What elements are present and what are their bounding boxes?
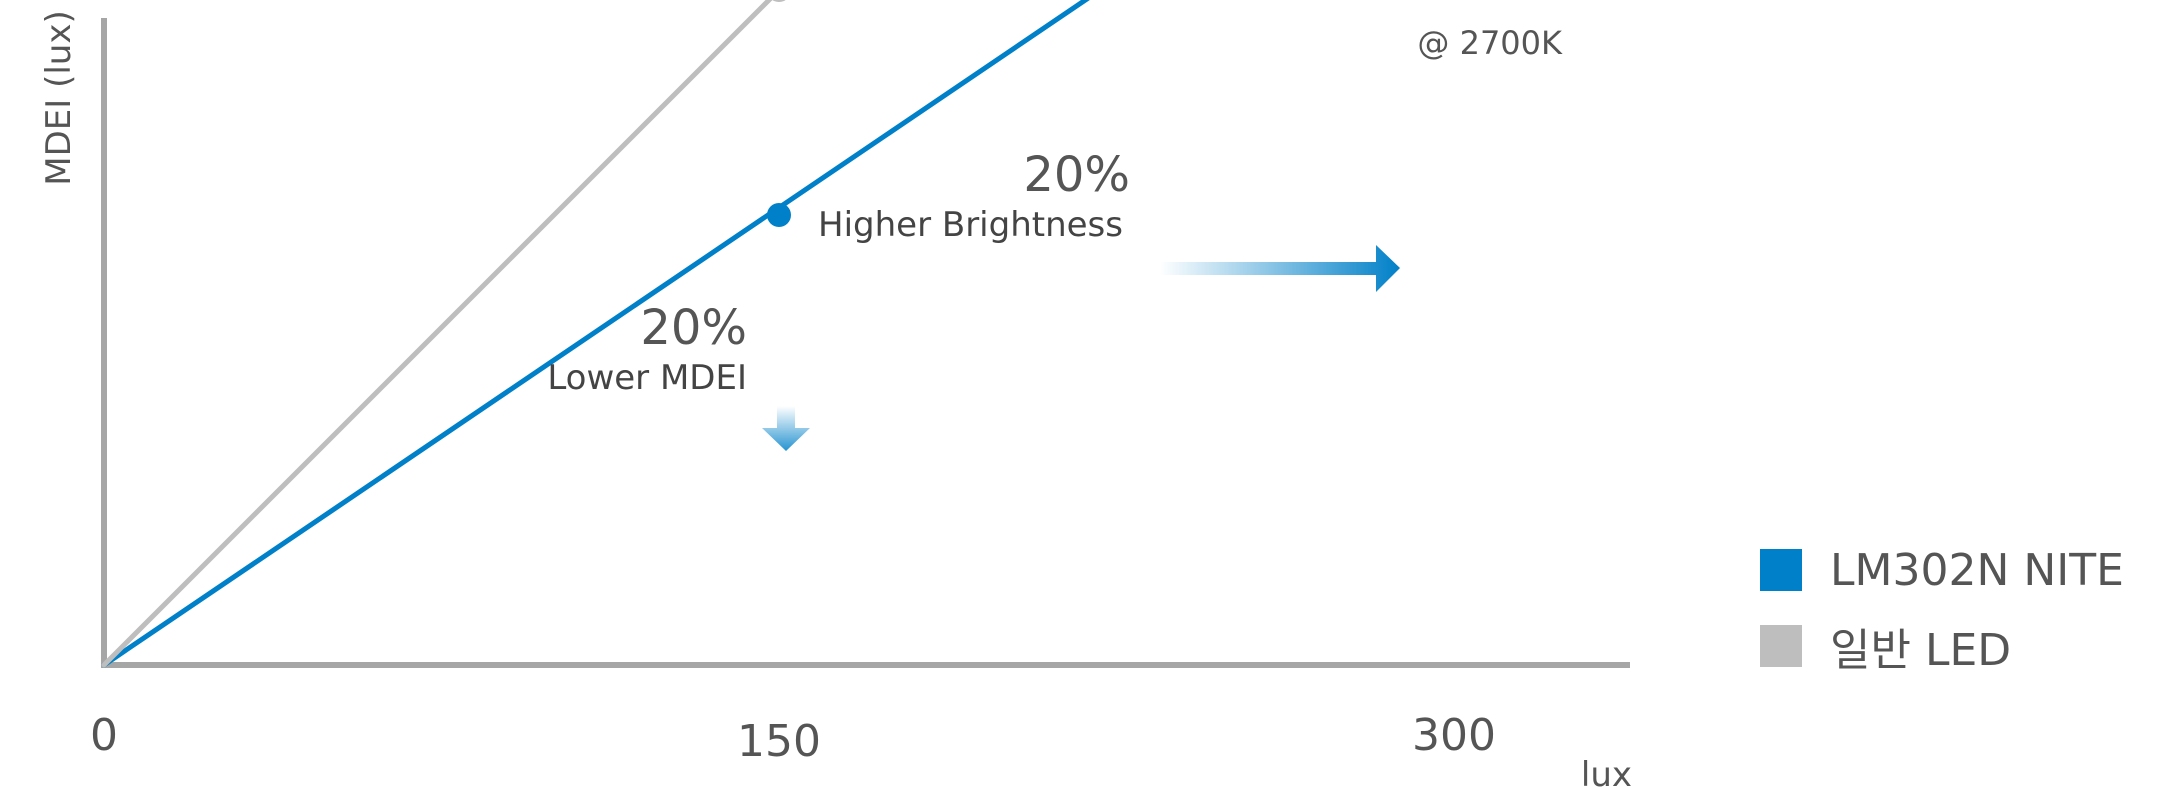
data-point-marker (767, 203, 791, 227)
legend-label: 일반 LED (1830, 625, 2012, 676)
arrow-down-icon (762, 406, 810, 451)
legend-item-lm302n-nite: LM302N NITE (1760, 544, 2124, 596)
annotation-text-higher-brightness: Higher Brightness (818, 205, 1123, 245)
legend-label: LM302N NITE (1830, 544, 2124, 596)
x-tick-label: 0 (90, 710, 118, 761)
x-tick-label: 150 (737, 716, 821, 767)
data-point-marker (772, 0, 786, 2)
legend-item-general-led: 일반 LED (1760, 621, 2124, 676)
annotation-text-lower-mdei: Lower MDEI (547, 358, 747, 398)
annotation-percent-lower: 20% (640, 300, 747, 356)
x-axis-title: lux (1581, 755, 1632, 787)
legend-swatch (1760, 625, 1802, 667)
legend-swatch (1760, 549, 1802, 591)
legend: LM302N NITE 일반 LED (1760, 545, 2124, 697)
series-line-general-led (101, 0, 773, 668)
x-tick-label: 300 (1412, 710, 1496, 761)
arrow-right-icon (1160, 245, 1400, 292)
y-axis-title: MDEI (lux) (39, 10, 79, 185)
annotation-percent-higher: 20% (1023, 147, 1130, 203)
temperature-note: @ 2700K (1417, 24, 1563, 62)
series-line-lm302n-nite (101, 0, 1090, 668)
